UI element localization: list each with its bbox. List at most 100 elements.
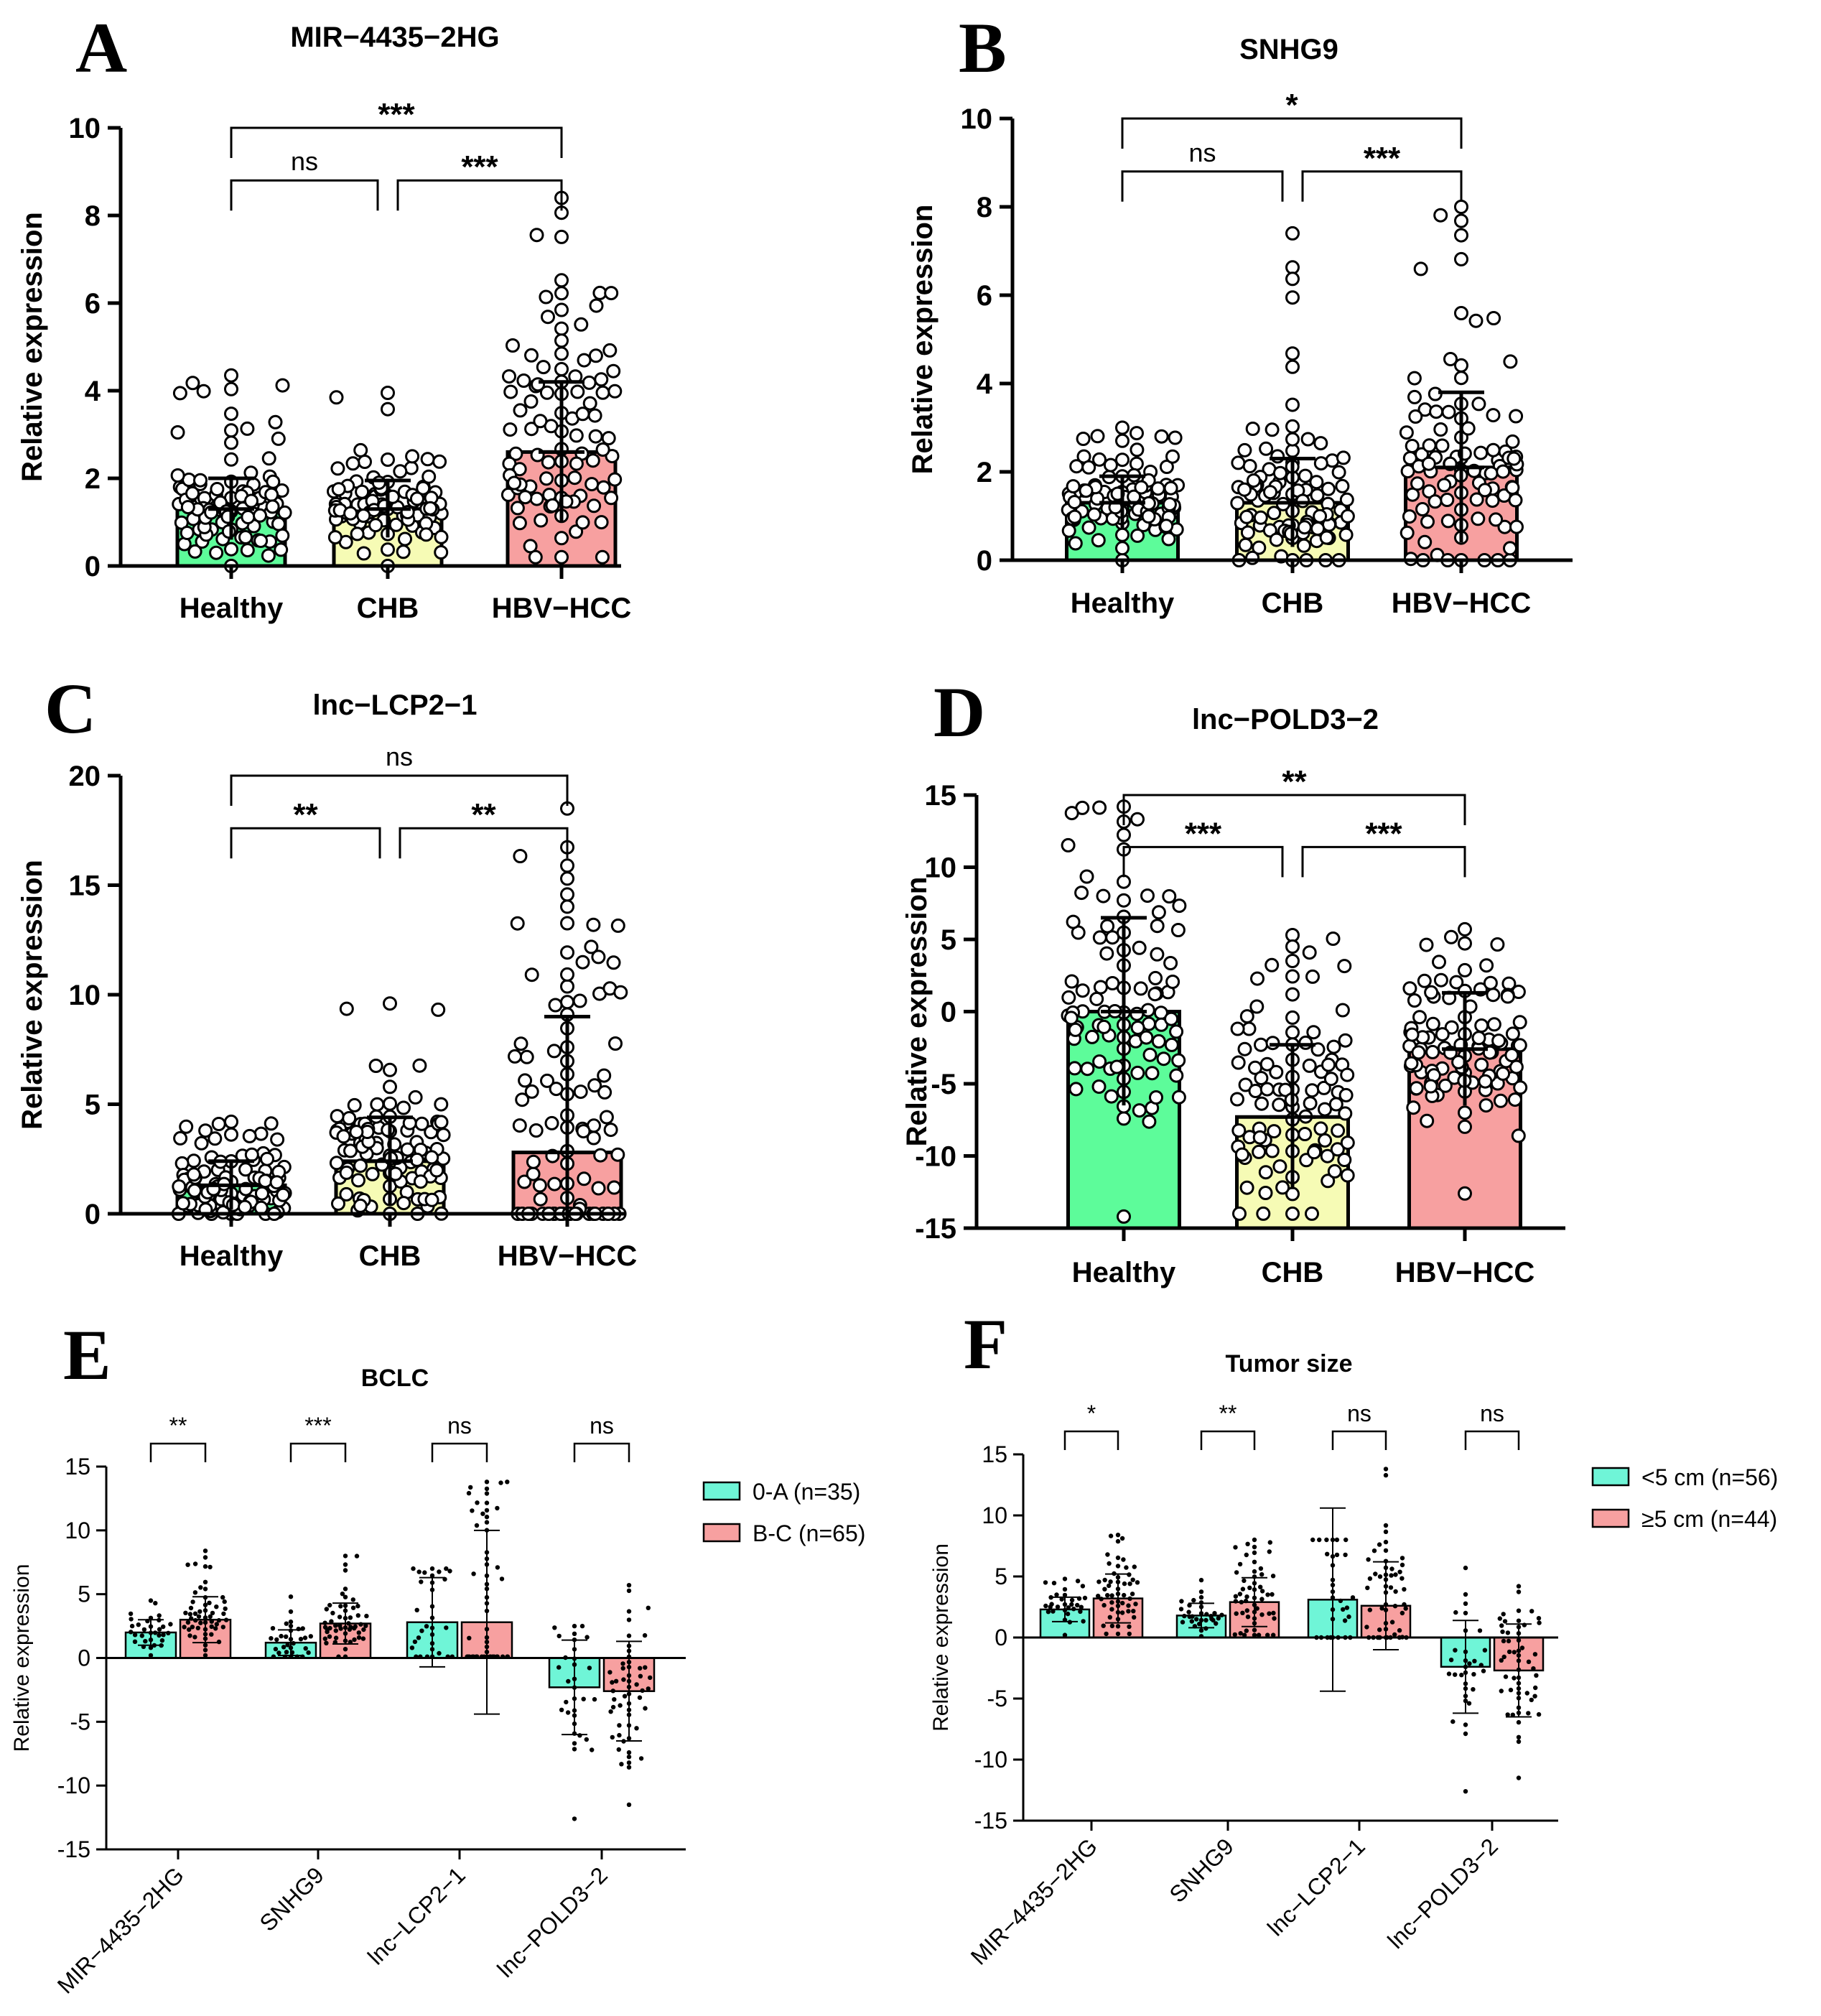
bar-series-0-cat-2-point-14	[1342, 1618, 1348, 1623]
y-tick-label: 5	[995, 1564, 1007, 1589]
bar-series-1-cat-1-point-16	[1238, 1631, 1243, 1636]
bar-series-1-cat-0-point-18	[1133, 1602, 1138, 1607]
bar-series-0-cat-1-point-23	[1180, 1620, 1186, 1625]
bar-series-1-cat-0-point-46	[1124, 1565, 1129, 1570]
bar-2-point-11	[554, 362, 569, 376]
bar-2-point-81	[1508, 493, 1523, 508]
bar-0-point-55	[1076, 432, 1091, 446]
bar-series-1-cat-1-point-43	[1267, 1611, 1272, 1616]
bar-2-point-95	[1477, 483, 1492, 498]
bar-series-1-cat-2-point-48	[1393, 1572, 1398, 1577]
bar-1-point-54	[1285, 260, 1300, 275]
bar-0-point-19	[186, 1153, 201, 1169]
bar-2-point-81	[569, 428, 584, 443]
bar-series-1-cat-2-point-40	[1383, 1472, 1389, 1478]
bar-2-point-49	[1420, 1113, 1435, 1128]
x-category-label: CHB	[1262, 587, 1324, 619]
bar-1-point-59	[1285, 290, 1300, 305]
bar-2-point-74	[518, 490, 533, 505]
bar-1-point-41	[1285, 954, 1300, 968]
bar-series-0-cat-2-point-13	[444, 1566, 449, 1571]
bar-series-1-cat-0-point-53	[1101, 1623, 1106, 1628]
bar-2-point-7	[560, 995, 574, 1010]
bar-series-1-cat-3-point-46	[638, 1673, 643, 1678]
bar-series-0-cat-1-point-31	[270, 1626, 276, 1631]
bar-2-point-41	[585, 453, 600, 468]
bar-1-point-88	[1340, 1168, 1355, 1183]
bar-1-point-96	[356, 508, 371, 523]
bar-series-1-cat-0-point-25	[1135, 1580, 1140, 1585]
bar-series-1-cat-3-point-24	[1505, 1630, 1511, 1635]
bar-series-1-cat-0-point-0	[1115, 1533, 1121, 1538]
x-category-label: CHB	[359, 1240, 422, 1272]
bar-2-point-92	[1405, 1027, 1420, 1042]
panel-letter-e: E	[63, 1315, 111, 1395]
y-tick-label: -10	[915, 1141, 956, 1173]
bar-series-1-cat-2-point-52	[1377, 1542, 1382, 1547]
bar-0-point-97	[1109, 1059, 1124, 1074]
chart-title: lnc−POLD3−2	[1192, 704, 1379, 735]
bar-0-point-60	[254, 1186, 269, 1201]
bar-2-point-80	[1505, 480, 1520, 495]
bar-series-1-cat-0-point-21	[207, 1600, 212, 1605]
bar-0-point-88	[1163, 956, 1178, 970]
bar-series-0-cat-3-point-4	[1463, 1601, 1468, 1606]
bar-series-1-cat-3-point-36	[1536, 1711, 1542, 1717]
bar-series-1-cat-3-point-3	[1516, 1719, 1522, 1725]
significance-label-3: ns	[1480, 1400, 1504, 1426]
bar-series-1-cat-0-point-25	[202, 1579, 208, 1584]
bar-0-point-95	[1147, 987, 1163, 1002]
bar-0-point-96	[180, 526, 195, 540]
bar-0-point-20	[1100, 919, 1115, 934]
bar-2-point-29	[1440, 493, 1455, 507]
bar-0-point-77	[271, 431, 286, 446]
bar-series-1-cat-0-point-8	[1115, 1624, 1121, 1629]
bar-1-point-25	[365, 1166, 380, 1181]
bar-series-1-cat-0-point-24	[202, 1555, 208, 1560]
bar-series-1-cat-0-point-14	[223, 1606, 228, 1612]
bar-2-point-72	[594, 515, 609, 530]
bar-2-point-87	[554, 333, 569, 348]
bar-series-0-cat-0-point-7	[1069, 1597, 1075, 1603]
bar-0-point-90	[185, 486, 200, 501]
bar-series-0-cat-3-point-19	[1453, 1609, 1458, 1615]
bar-2-point-56	[591, 949, 606, 965]
bar-2-point-99	[541, 310, 555, 325]
bar-series-1-cat-0-point-39	[195, 1625, 200, 1630]
bar-2-point-51	[529, 491, 544, 506]
significance-label-0: ***	[1185, 816, 1222, 851]
bar-0-point-93	[276, 1187, 291, 1202]
bar-series-1-cat-2-point-43	[1389, 1620, 1395, 1625]
bar-2-point-84	[533, 414, 548, 429]
legend-entry-0: 0-A (n=35)	[753, 1479, 860, 1505]
bar-series-0-cat-3-point-27	[1467, 1661, 1472, 1666]
bar-2-point-71	[608, 1036, 623, 1051]
bar-series-1-cat-3-point-14	[613, 1678, 619, 1683]
bar-series-1-cat-3-point-44	[1533, 1685, 1538, 1691]
bar-2-point-25	[1443, 352, 1458, 366]
significance-bracket-0	[1063, 1430, 1119, 1450]
bar-series-0-cat-1-point-26	[284, 1650, 289, 1655]
bar-series-1-cat-1-point-19	[343, 1647, 348, 1652]
x-category-label: Healthy	[180, 593, 284, 624]
bar-series-0-cat-0-point-31	[1069, 1602, 1074, 1607]
bar-0-point-59	[260, 1151, 274, 1166]
bar-1-point-80	[330, 461, 345, 476]
bar-series-1-cat-0-point-44	[1132, 1615, 1137, 1620]
bar-series-1-cat-3-point-1	[626, 1802, 632, 1807]
bar-2-point-68	[1505, 1026, 1520, 1041]
bar-1-point-86	[1340, 508, 1355, 524]
y-tick-label: 4	[85, 376, 101, 407]
bar-2-point-73	[536, 360, 551, 375]
bar-series-1-cat-0-point-52	[1109, 1607, 1114, 1612]
bar-2-point-34	[500, 487, 516, 502]
bar-1-point-92	[422, 469, 437, 484]
bar-1-point-19	[1338, 527, 1354, 542]
bar-series-0-cat-1-point-16	[1189, 1619, 1195, 1624]
bar-series-0-cat-2-point-20	[419, 1579, 424, 1584]
bar-2-point-8	[1507, 1092, 1522, 1107]
bar-2-point-26	[1505, 434, 1520, 449]
bar-2-point-67	[1435, 438, 1450, 453]
bar-series-1-cat-0-point-29	[1126, 1609, 1131, 1614]
bar-series-1-cat-3-point-36	[621, 1677, 626, 1682]
